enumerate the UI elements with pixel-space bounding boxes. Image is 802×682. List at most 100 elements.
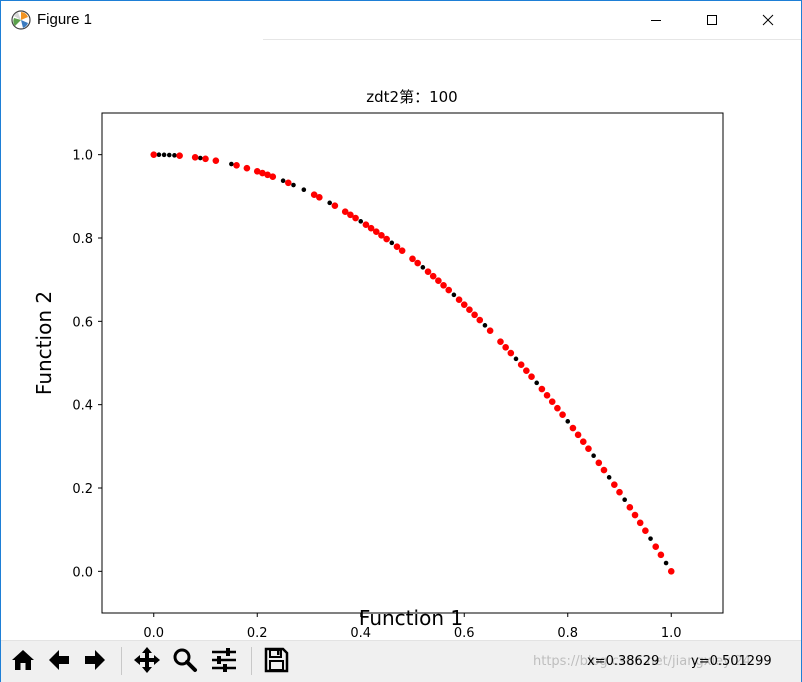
black-data-point [420,265,426,270]
black-data-point [482,323,488,328]
red-data-point [341,208,349,216]
y-tick-label: 1.0 [72,149,93,164]
configure-subplots-button[interactable] [208,644,240,676]
red-data-point [579,438,587,446]
back-button[interactable] [43,644,75,676]
y-tick-label: 0.0 [72,565,93,580]
red-data-point [585,445,592,452]
home-icon [12,650,34,670]
red-data-point [471,311,478,319]
y-tick-label: 0.6 [72,315,93,330]
red-data-point [264,171,271,179]
zoom-button[interactable] [169,644,201,676]
maximize-button[interactable] [689,1,735,39]
data-points [150,151,675,575]
cursor-y-readout: y=0.501299 [691,654,772,669]
black-data-point [229,161,234,167]
red-data-point [285,179,292,187]
red-data-point [548,398,556,406]
red-data-point [347,211,354,219]
red-data-point [497,338,504,346]
forward-arrow-icon [85,650,105,670]
save-button[interactable] [260,644,292,676]
black-data-point [198,155,203,161]
black-data-point [622,497,627,503]
red-data-point [517,361,525,369]
configure-subplots-icon [212,648,236,672]
red-data-point [642,527,649,535]
red-data-point [212,157,220,164]
red-data-point [631,511,639,519]
black-data-point [156,152,162,158]
black-data-point [280,178,286,184]
black-data-point [606,475,612,480]
black-data-point [513,356,519,362]
black-data-point [161,152,167,158]
red-data-point [362,221,370,229]
y-axis: 0.0 0.2 0.4 0.6 0.8 1.0 [72,149,102,580]
red-data-point [445,286,453,294]
red-data-point [595,459,603,467]
forward-button[interactable] [79,644,111,676]
red-data-point [559,411,566,419]
red-data-point [429,272,437,280]
red-data-point [476,316,484,324]
red-data-point [554,404,561,412]
maximize-icon [707,15,717,25]
minimize-button[interactable] [633,1,679,39]
x-tick-label: 0.2 [247,626,268,640]
red-data-point [253,168,261,175]
red-data-point [352,214,359,222]
figure-canvas[interactable]: zdt2第：100 0.0 0.2 0.4 0.6 0.8 1.0 0.0 0.2 0.4 0.… [1,40,801,641]
plot-area [101,112,724,614]
red-data-point [435,277,442,285]
x-tick-label: 0.8 [557,626,578,640]
black-data-point [534,380,539,386]
red-data-point [528,373,535,381]
red-data-point [538,385,546,393]
black-data-point [327,200,333,206]
home-button[interactable] [7,644,39,676]
red-data-point [486,327,494,335]
red-data-point [176,152,183,160]
matplotlib-icon [11,10,31,30]
red-data-point [523,367,530,374]
red-data-point [414,259,421,267]
title-bar: Figure 1 [1,1,801,39]
y-axis-label: Function 2 [32,291,56,395]
red-data-point [310,191,318,199]
x-tick-label: 1.0 [661,626,682,640]
close-icon [762,14,774,26]
red-data-point [424,268,432,276]
red-data-point [455,296,463,304]
red-data-point [616,488,623,496]
red-data-point [611,481,618,489]
red-data-point [316,194,323,201]
scatter-chart: zdt2第：100 0.0 0.2 0.4 0.6 0.8 1.0 0.00.20.40.… [32,88,724,641]
red-data-point [600,466,608,474]
chart-title: zdt2第：100 [366,88,457,106]
black-data-point [358,219,364,224]
red-data-point [652,543,660,551]
pan-icon [134,647,160,673]
red-data-point [331,202,339,210]
pan-button[interactable] [131,644,163,676]
black-data-point [172,153,177,158]
black-data-point [648,536,653,541]
black-data-point [389,240,395,246]
red-data-point [233,162,240,169]
red-data-point [569,424,577,432]
black-data-point [291,182,296,188]
red-data-point [667,568,675,575]
cursor-x-readout: x=0.38629 [587,654,660,669]
x-tick-label: 0.4 [350,626,371,640]
red-data-point [372,228,380,236]
close-button[interactable] [745,1,791,39]
red-data-point [243,164,251,172]
zoom-icon [173,648,197,672]
red-data-point [383,235,390,243]
red-data-point [259,169,266,177]
red-data-point [657,551,665,559]
red-data-point [367,224,375,232]
